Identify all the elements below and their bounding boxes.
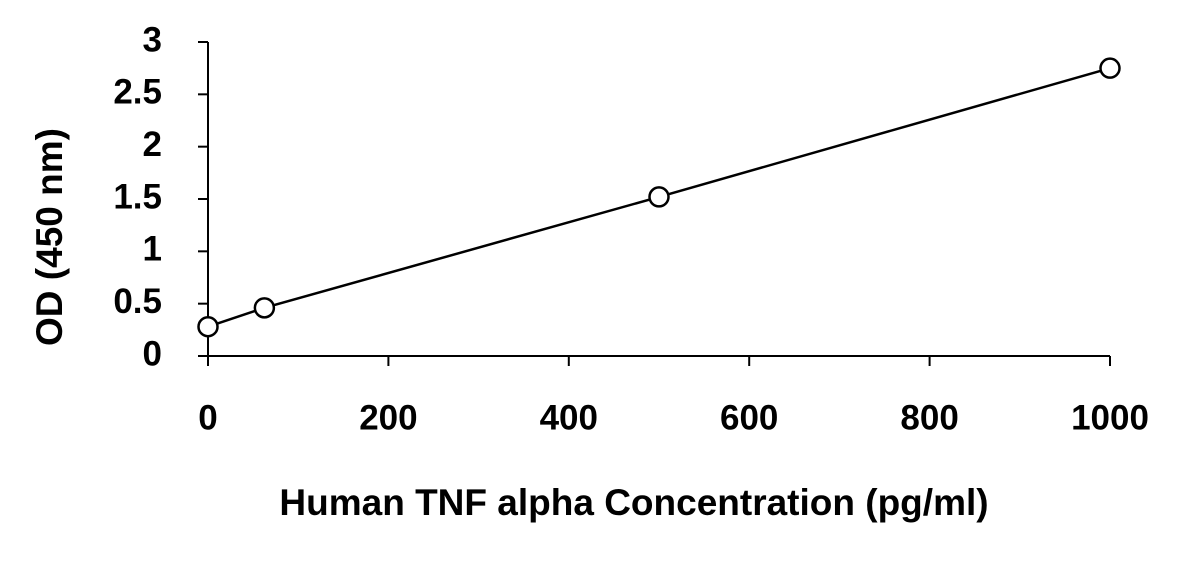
data-point	[253, 297, 276, 319]
y-axis-title: OD (450 nm)	[29, 128, 70, 346]
y-tick-label: 1	[143, 230, 162, 269]
data-point	[1099, 57, 1121, 79]
data-point	[197, 315, 219, 338]
x-tick-label: 400	[540, 398, 598, 437]
x-axis-title: Human TNF alpha Concentration (pg/ml)	[279, 482, 988, 523]
x-tick-label: 0	[198, 398, 217, 437]
y-tick-label: 0	[143, 334, 162, 373]
y-tick-label: 3	[143, 20, 162, 59]
fit-line	[207, 66, 1111, 328]
y-tick-label: 2	[143, 125, 162, 164]
x-tick-label: 200	[359, 398, 417, 437]
x-tick-label: 600	[720, 398, 778, 437]
x-tick-label: 800	[900, 398, 958, 437]
x-tick-label: 1000	[1071, 398, 1149, 437]
y-tick-label: 2.5	[113, 73, 162, 112]
y-tick-label: 1.5	[113, 177, 162, 216]
data-point	[648, 186, 670, 208]
y-tick-label: 0.5	[113, 282, 162, 321]
